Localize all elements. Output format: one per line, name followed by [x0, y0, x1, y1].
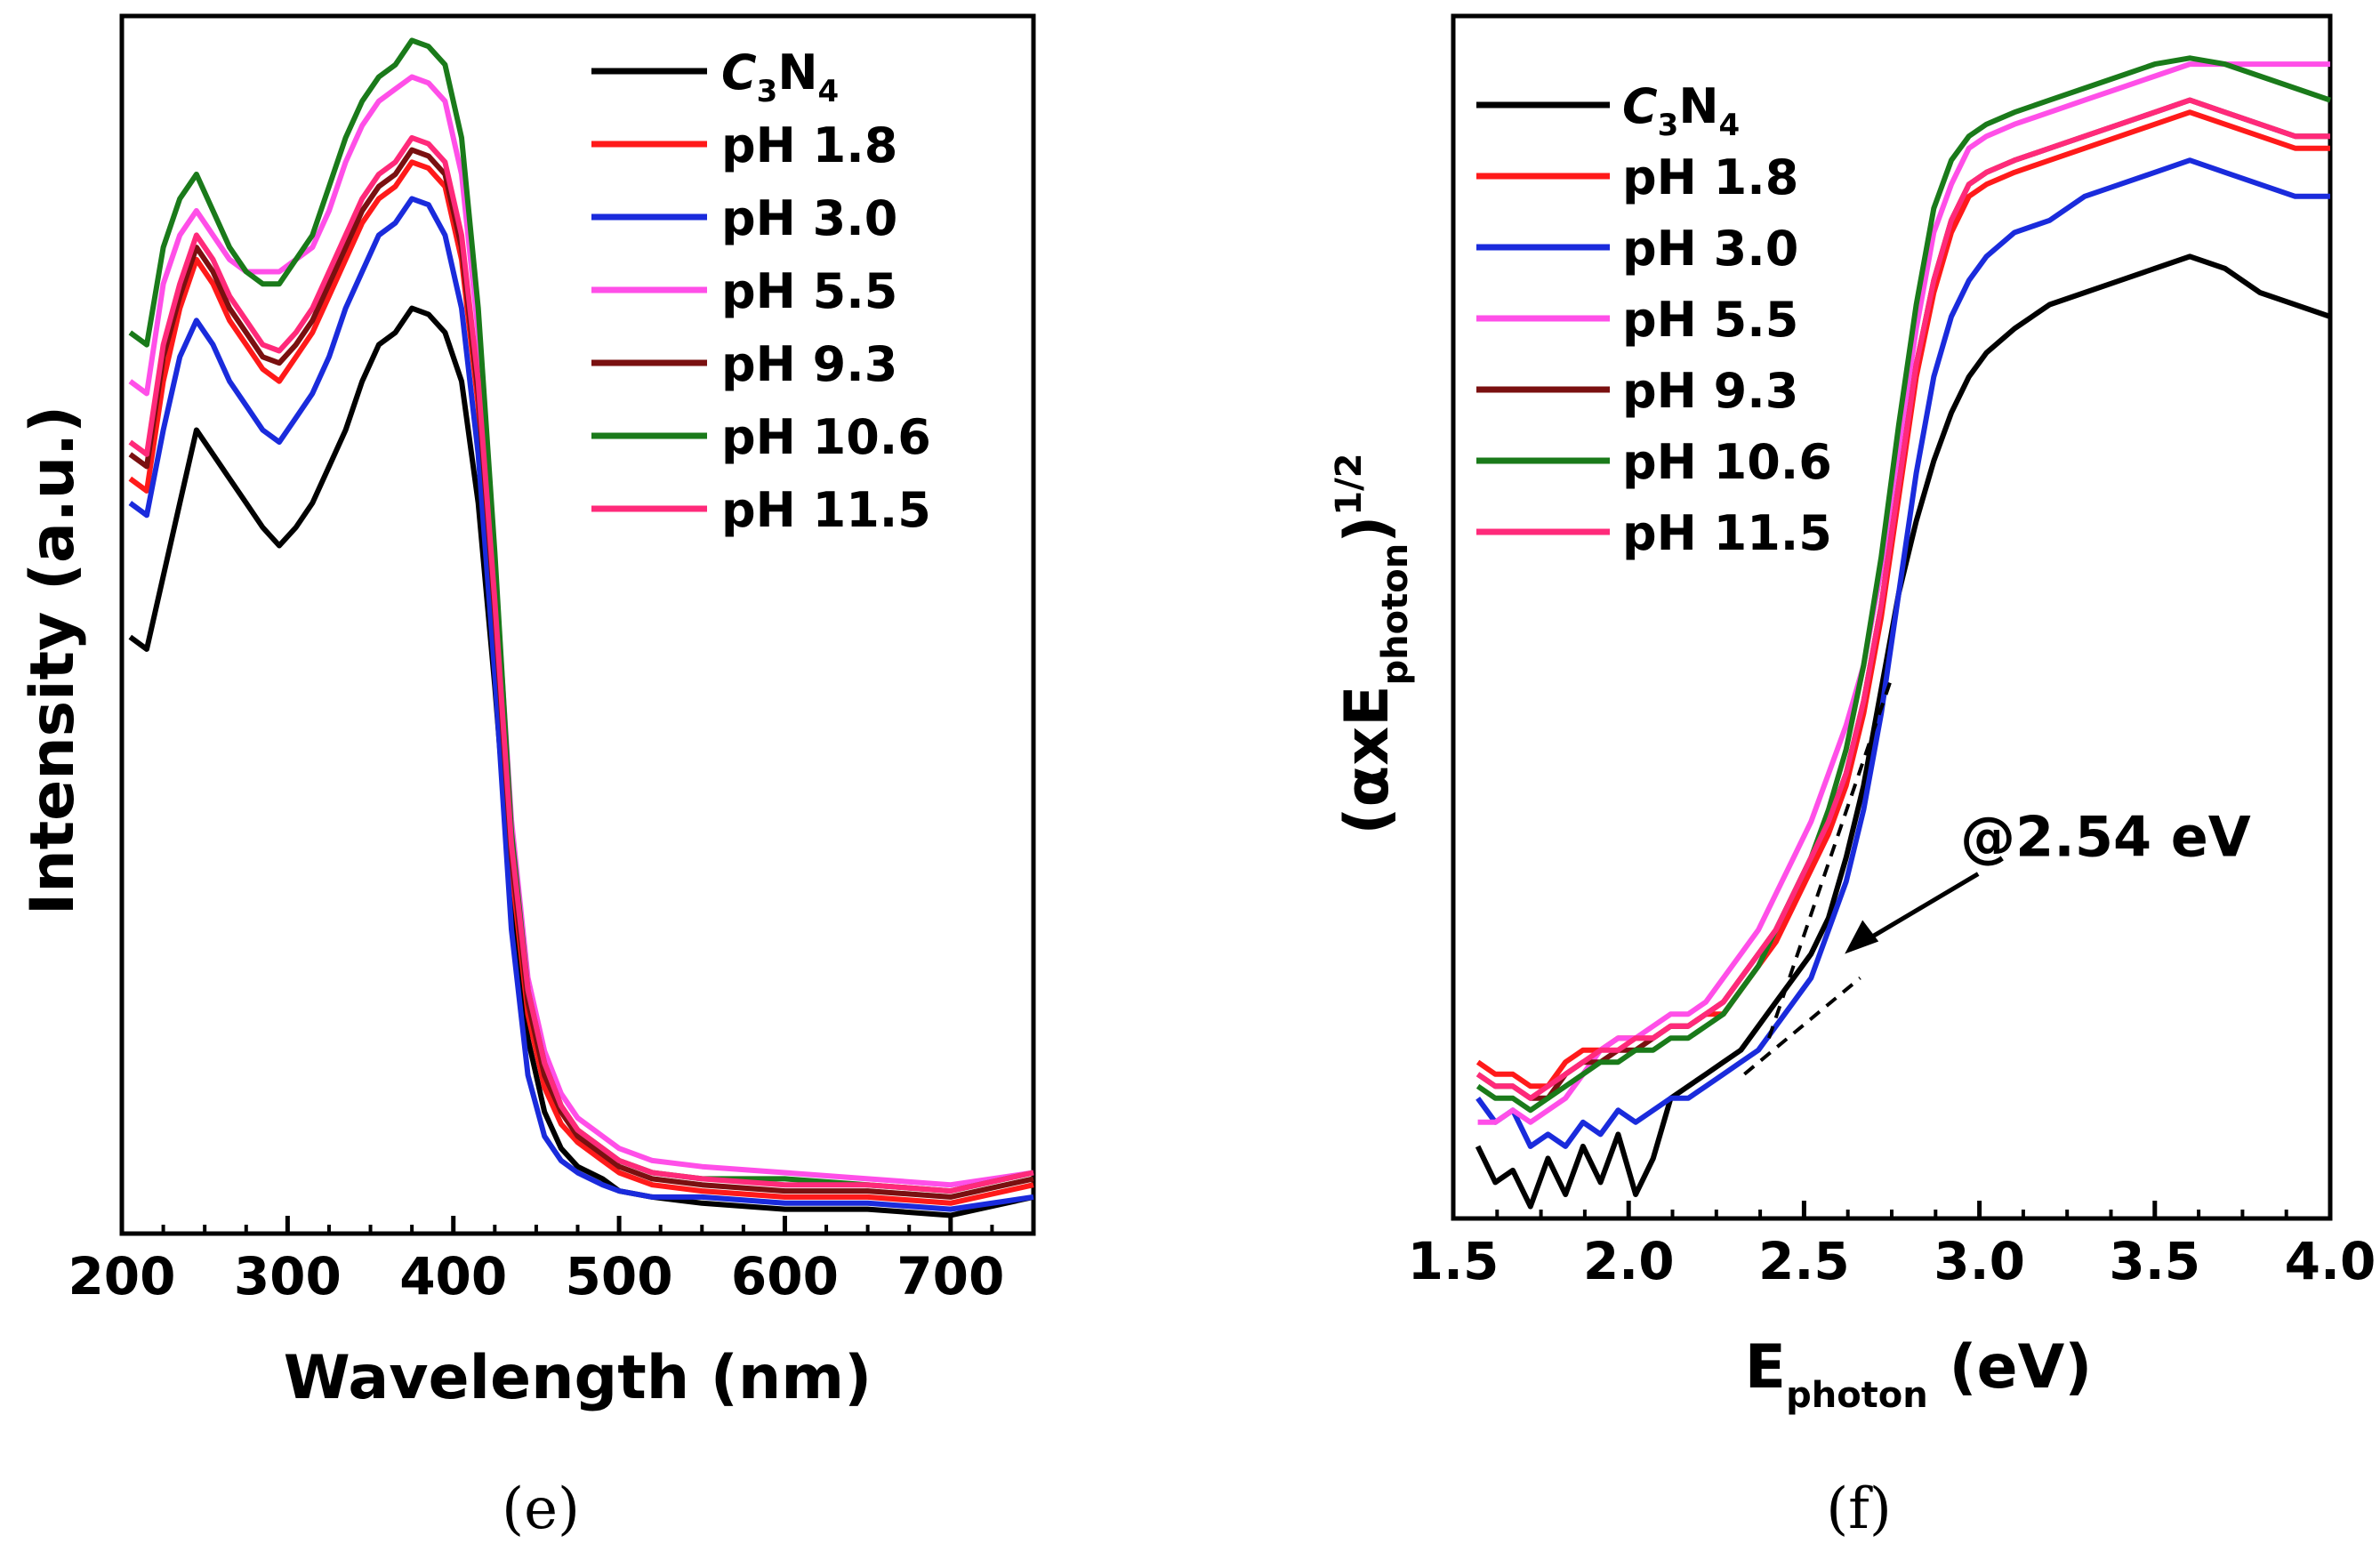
chart-panel-e: 200 300 400 500 600 700 Wavelength (nm) Intensi…: [18, 13, 1036, 1413]
annotation-arrow: [1856, 872, 1980, 947]
x-tick-label: 3.0: [1934, 1231, 2025, 1291]
y-axis-label: (αxEphoton)1/2: [1329, 453, 1416, 834]
x-tick-label: 700: [897, 1246, 1004, 1307]
x-axis-label: Ephoton (eV): [1745, 1332, 2093, 1416]
x-tick-label: 600: [731, 1246, 839, 1307]
x-tick-label: 4.0: [2285, 1231, 2376, 1291]
legend-label-0: C3N4: [1622, 78, 1740, 143]
legend-label-0: C3N4: [721, 44, 839, 109]
panel-label-e: (e): [502, 1476, 580, 1542]
legend-label-4: pH 9.3: [721, 336, 897, 392]
fit-line-2: [1743, 977, 1861, 1076]
x-axis-label: Wavelength (nm): [284, 1343, 872, 1413]
series-line-1: [1475, 109, 2330, 1090]
legend-label-5: pH 10.6: [1622, 434, 1832, 490]
series-line-0: [1475, 253, 2331, 1210]
legend-label-2: pH 3.0: [1622, 221, 1798, 277]
series-line-5: [128, 37, 1034, 1194]
legend-label-3: pH 5.5: [1622, 292, 1798, 348]
x-tick-label: 300: [234, 1246, 342, 1307]
series-line-2: [1475, 157, 2330, 1149]
x-tick-label: 2.0: [1583, 1231, 1675, 1291]
x-tick-label: 3.5: [2109, 1231, 2200, 1291]
x-tick-label: 200: [68, 1246, 175, 1307]
x-tick-label: 400: [399, 1246, 507, 1307]
legend-label-2: pH 3.0: [721, 190, 897, 246]
legend-label-6: pH 11.5: [721, 482, 931, 538]
series-line-4: [128, 147, 1034, 1200]
series-line-1: [128, 159, 1034, 1206]
series-line-3: [1477, 61, 2330, 1125]
legend-label-6: pH 11.5: [1622, 505, 1832, 561]
legend-label-5: pH 10.6: [721, 409, 931, 465]
annotation-arrowhead: [1845, 920, 1879, 954]
series-line-6: [128, 134, 1034, 1194]
series-line-2: [128, 196, 1034, 1212]
legend-label-1: pH 1.8: [1622, 149, 1798, 205]
series-line-3: [128, 74, 1034, 1188]
legend-label-4: pH 9.3: [1622, 363, 1798, 419]
y-axis-label: Intensity (a.u.): [18, 406, 88, 915]
x-tick-label: 1.5: [1408, 1231, 1500, 1291]
chart-panel-f: 1.5 2.0 2.5 3.0 3.5 4.0 @2.54 eV Ephoton (eV) (α…: [1329, 13, 2376, 1416]
legend-label-1: pH 1.8: [721, 117, 897, 173]
annotation-label: @2.54 eV: [1960, 805, 2251, 870]
series-line-6: [1475, 97, 2330, 1101]
panel-label-f: (f): [1826, 1476, 1892, 1542]
x-tick-label: 500: [566, 1246, 673, 1307]
legend-label-3: pH 5.5: [721, 263, 897, 319]
x-tick-label: 2.5: [1758, 1231, 1850, 1291]
series-line-5: [1475, 55, 2331, 1114]
